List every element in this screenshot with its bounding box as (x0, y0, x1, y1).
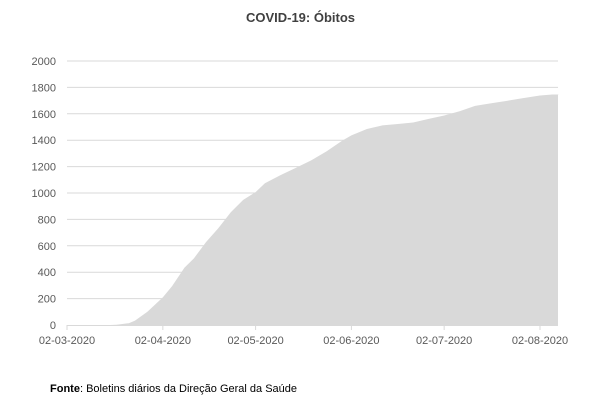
y-tick-label: 600 (38, 241, 56, 253)
x-tick-label: 02-04-2020 (135, 335, 191, 347)
y-tick-label: 200 (38, 294, 56, 306)
x-tick-label: 02-08-2020 (512, 335, 568, 347)
x-tick-label: 02-05-2020 (227, 335, 283, 347)
y-tick-label: 1800 (32, 82, 56, 94)
y-tick-label: 1200 (32, 162, 56, 174)
chart-title: COVID-19: Óbitos (245, 10, 356, 25)
y-tick-label: 800 (38, 214, 56, 226)
y-tick-label: 1400 (32, 135, 56, 147)
y-tick-label: 400 (38, 267, 56, 279)
y-tick-label: 1600 (32, 109, 56, 121)
y-tick-label: 1000 (32, 188, 56, 200)
x-tick-label: 02-03-2020 (39, 335, 95, 347)
area-series (67, 94, 559, 325)
source-note: Fonte: Boletins diários da Direção Geral… (50, 383, 297, 395)
source-text: : Boletins diários da Direção Geral da S… (79, 383, 298, 395)
x-tick-label: 02-06-2020 (323, 335, 379, 347)
y-tick-label: 0 (50, 320, 56, 332)
y-tick-label: 2000 (32, 56, 56, 68)
x-tick-label: 02-07-2020 (416, 335, 472, 347)
source-label: Fonte (50, 383, 80, 395)
